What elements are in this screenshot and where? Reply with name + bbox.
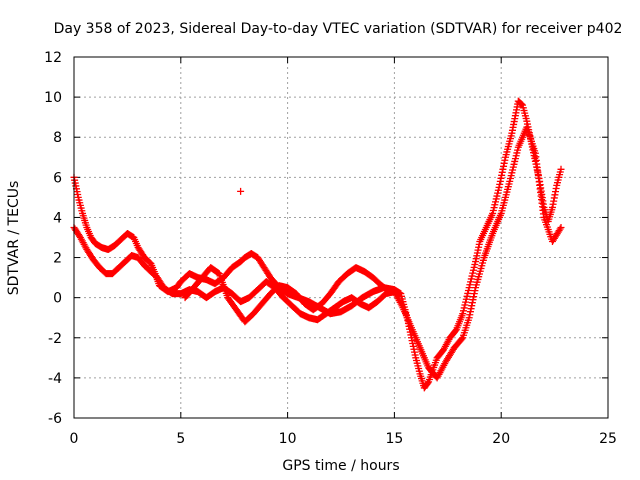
data-point <box>386 288 394 296</box>
data-point <box>424 379 432 387</box>
grid-lines <box>74 57 608 418</box>
y-tick-label: 0 <box>53 291 62 307</box>
y-tick-label: -4 <box>48 371 62 387</box>
x-tick-label: 15 <box>385 431 403 447</box>
y-tick-label: 12 <box>44 50 62 66</box>
y-tick-label: 6 <box>53 170 62 186</box>
data-point <box>237 187 245 195</box>
x-tick-label: 5 <box>176 431 185 447</box>
data-point <box>557 223 565 231</box>
x-axis-label: GPS time / hours <box>282 458 399 474</box>
y-tick-label: -2 <box>48 331 62 347</box>
data-point <box>458 335 466 343</box>
y-axis-label: SDTVAR / TECUs <box>6 181 22 296</box>
y-tick-label: 10 <box>44 90 62 106</box>
data-point <box>556 225 564 233</box>
data-point <box>557 165 565 173</box>
y-tick-label: 2 <box>53 251 62 267</box>
x-tick-label: 0 <box>70 431 79 447</box>
chart-title: Day 358 of 2023, Sidereal Day-to-day VTE… <box>54 21 623 37</box>
plot-frame <box>73 56 609 419</box>
y-tick-label: 8 <box>53 130 62 146</box>
x-axis-ticks: 0 5 10 15 20 25 <box>70 57 617 447</box>
data-point <box>518 100 526 108</box>
x-tick-label: 10 <box>279 431 297 447</box>
x-tick-label: 20 <box>492 431 510 447</box>
y-tick-label: -6 <box>48 411 62 427</box>
y-tick-label: 4 <box>53 210 62 226</box>
data-points <box>70 97 565 392</box>
x-tick-label: 25 <box>599 431 617 447</box>
data-point <box>385 287 393 295</box>
